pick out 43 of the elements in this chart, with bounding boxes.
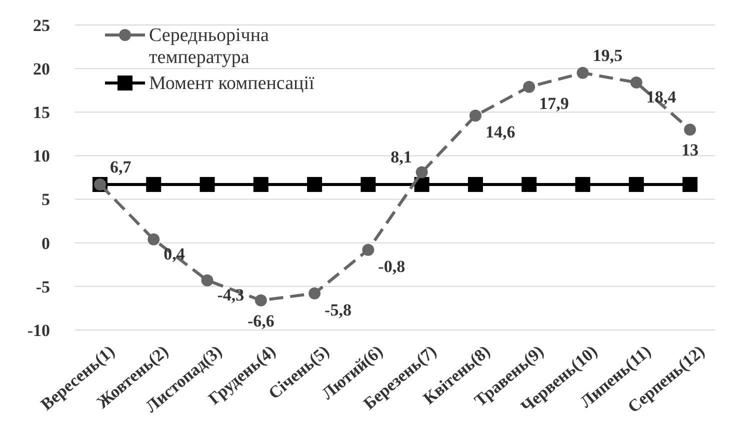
y-tick-label: 10	[33, 146, 50, 166]
point	[575, 176, 590, 192]
y-tick-label: 20	[33, 60, 50, 79]
data-label: 17,9	[539, 94, 569, 113]
y-tick-label: -5	[36, 277, 50, 296]
point	[630, 76, 642, 89]
data-label: 6,7	[110, 157, 132, 176]
data-label: 14,6	[485, 122, 516, 142]
data-label: 13	[682, 140, 698, 160]
data-label: 19,5	[592, 46, 622, 65]
point	[308, 287, 321, 300]
point	[684, 124, 696, 136]
y-tick-label: 25	[33, 16, 50, 35]
point	[254, 294, 267, 306]
legend-label: Момент компенсації	[149, 73, 315, 94]
data-label: 0,4	[164, 244, 186, 264]
data-label: 8,1	[390, 147, 412, 166]
point	[360, 176, 376, 192]
point	[307, 176, 322, 192]
y-tick-label: -10	[27, 320, 50, 340]
point	[682, 176, 698, 192]
data-label: -4,3	[217, 285, 244, 304]
y-tick-label: 5	[42, 190, 50, 210]
y-tick-label: 15	[33, 103, 50, 122]
data-label: -0,8	[378, 256, 406, 276]
point	[146, 176, 162, 192]
point	[200, 176, 215, 192]
point	[201, 274, 214, 286]
point	[148, 233, 160, 246]
point	[362, 244, 374, 256]
data-label: -5,8	[324, 300, 352, 320]
point	[523, 80, 536, 93]
point	[253, 176, 268, 192]
point	[468, 176, 483, 192]
point	[469, 110, 482, 122]
point	[416, 166, 428, 178]
point	[522, 176, 537, 192]
data-label: 18,4	[646, 88, 677, 107]
data-label: -6,6	[247, 311, 274, 330]
legend-label: Середньорічна температура	[149, 25, 270, 68]
point	[628, 176, 644, 192]
y-tick-label: 0	[42, 234, 50, 253]
point	[576, 66, 589, 79]
